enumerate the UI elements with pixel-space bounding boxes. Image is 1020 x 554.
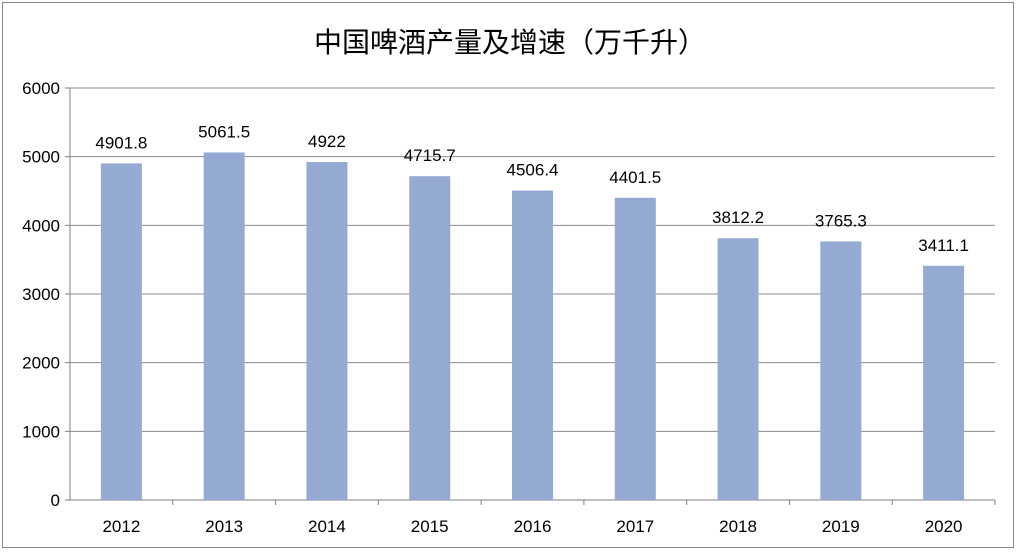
bar-2020 <box>923 265 965 500</box>
data-label-2019: 3765.3 <box>815 211 867 230</box>
y-tick-label: 5000 <box>22 148 60 167</box>
bar-2015 <box>409 176 451 500</box>
x-tick-label: 2020 <box>925 517 963 536</box>
y-tick-label: 3000 <box>22 285 60 304</box>
y-tick-label: 2000 <box>22 354 60 373</box>
bar-2013 <box>203 152 245 500</box>
y-axis-ticks: 0 1000 2000 3000 4000 5000 6000 <box>22 79 71 510</box>
bar-2016 <box>512 190 553 500</box>
y-tick-label: 1000 <box>22 422 60 441</box>
bar-2019 <box>820 241 862 500</box>
data-labels: 4901.8 5061.5 4922 4715.7 4506.4 4401.5 3812.2… <box>95 122 969 254</box>
bars <box>100 152 965 501</box>
y-tick-label: 4000 <box>22 216 60 235</box>
x-tick-label: 2018 <box>719 517 757 536</box>
bar-2018 <box>717 238 759 500</box>
data-label-2013: 5061.5 <box>198 122 250 141</box>
y-tick-label: 0 <box>51 491 60 510</box>
data-label-2015: 4715.7 <box>404 146 456 165</box>
data-label-2017: 4401.5 <box>609 168 661 187</box>
data-label-2012: 4901.8 <box>95 133 147 152</box>
x-tick-label: 2017 <box>616 517 654 536</box>
x-tick-label: 2013 <box>205 517 243 536</box>
y-tick-label: 6000 <box>22 79 60 98</box>
bar-2017 <box>614 197 656 500</box>
x-tick-label: 2019 <box>822 517 860 536</box>
x-tick-label: 2015 <box>411 517 449 536</box>
data-label-2018: 3812.2 <box>712 208 764 227</box>
x-tick-label: 2014 <box>308 517 346 536</box>
bar-2014 <box>306 162 348 501</box>
data-label-2014: 4922 <box>308 132 346 151</box>
data-label-2020: 3411.1 <box>918 236 969 255</box>
x-tick-label: 2012 <box>102 517 140 536</box>
bar-2012 <box>100 163 142 500</box>
x-axis-ticks: 2012 2013 2014 2015 2016 2017 2018 2019 2020 <box>102 500 996 536</box>
data-label-2016: 4506.4 <box>507 161 559 180</box>
x-tick-label: 2016 <box>514 517 552 536</box>
chart-title: 中国啤酒产量及增速（万千升） <box>314 26 706 59</box>
